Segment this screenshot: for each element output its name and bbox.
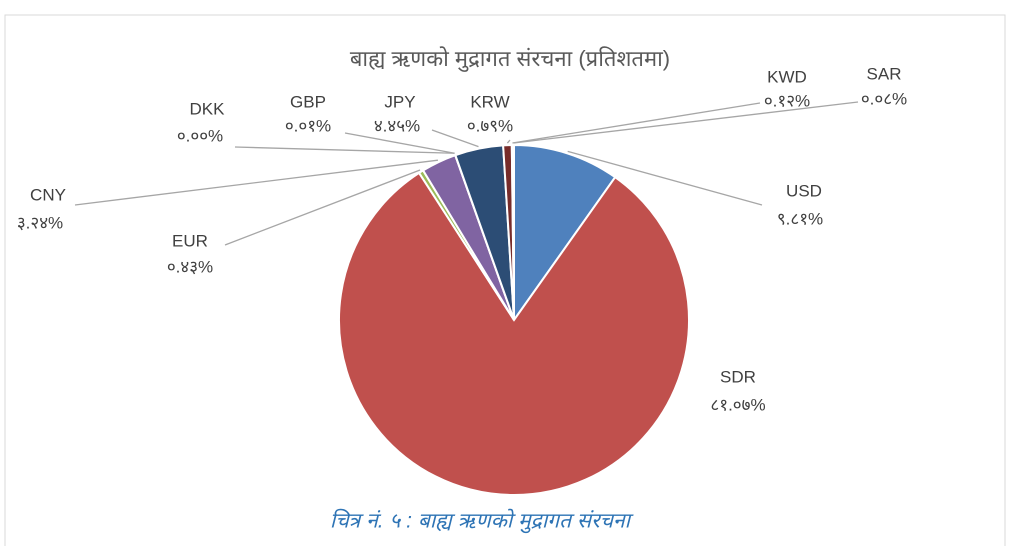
- leader-line: [431, 129, 479, 148]
- slice-label: KRW: [470, 92, 509, 111]
- slice-label: EUR: [172, 231, 208, 250]
- slice-label: KWD: [767, 67, 807, 86]
- pie-slice: [513, 143, 617, 324]
- caption: चित्र नं. ५ : बाह्य ऋणको मुद्रागत संरचना: [330, 509, 634, 534]
- leader-line: [234, 146, 455, 154]
- leader-line: [512, 102, 761, 144]
- leader-line: [74, 159, 439, 206]
- pie-slice: [338, 171, 690, 496]
- slice-value-label: ०.७९%: [467, 116, 513, 135]
- slice-value-label: ०.०१%: [285, 116, 331, 135]
- slice-label: SDR: [720, 367, 756, 386]
- slice-value-label: ३.२४%: [17, 213, 63, 232]
- slice-value-label: ०.००%: [177, 126, 223, 145]
- leader-line: [513, 101, 859, 144]
- leader-line: [224, 169, 421, 246]
- slice-label: GBP: [290, 92, 326, 111]
- slice-label: JPY: [384, 92, 415, 111]
- slice-value-label: ४.४५%: [374, 116, 420, 135]
- leader-line: [344, 132, 455, 154]
- pie-slice: [512, 143, 515, 321]
- slice-value-label: ०.१२%: [764, 91, 810, 110]
- leader-line: [567, 150, 763, 206]
- slice-value-label: ९.८१%: [777, 209, 823, 228]
- slice-value-label: ०.०८%: [861, 89, 907, 108]
- slice-label: SAR: [867, 64, 902, 83]
- slice-label: CNY: [30, 185, 66, 204]
- slice-label: USD: [786, 181, 822, 200]
- slice-value-label: ०.४३%: [167, 257, 213, 276]
- chart-title: बाह्य ऋणको मुद्रागत संरचना (प्रतिशतमा): [350, 46, 670, 72]
- slice-label: DKK: [190, 99, 226, 118]
- leader-line: [506, 139, 511, 144]
- slice-value-label: ८१.०७%: [710, 395, 765, 414]
